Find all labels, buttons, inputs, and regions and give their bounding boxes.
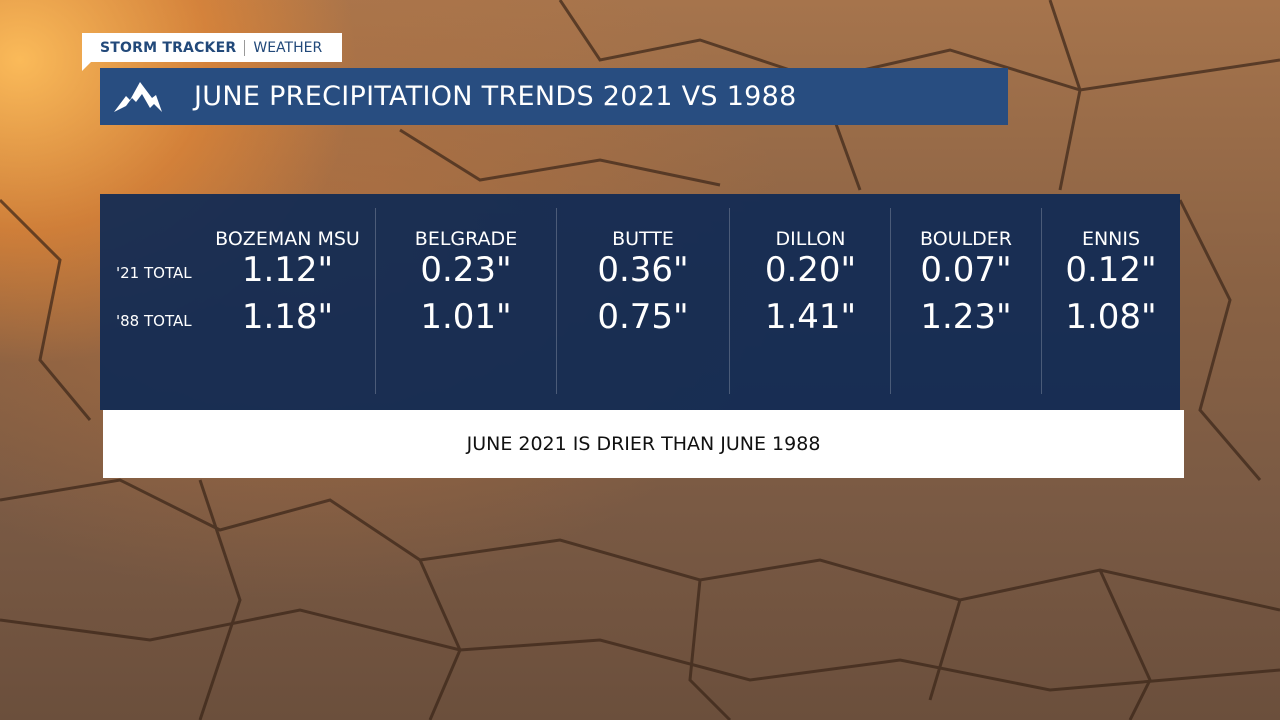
caption-bar: JUNE 2021 IS DRIER THAN JUNE 1988 [103,410,1184,478]
column-divider [556,208,557,394]
total-1988: 1.23" [920,297,1012,337]
total-2021: 1.12" [241,250,334,290]
total-1988: 1.41" [764,297,857,337]
total-1988: 1.08" [1065,297,1157,337]
station-column: BUTTE 0.36" 0.75" [557,194,729,410]
column-divider [375,208,376,394]
title-bar: JUNE PRECIPITATION TRENDS 2021 VS 1988 [100,68,1008,125]
column-divider [890,208,891,394]
total-2021: 0.12" [1065,250,1157,290]
station-logo-tab: STORM TRACKER WEATHER [82,33,342,71]
station-column: ENNIS 0.12" 1.08" [1042,194,1180,410]
row-label-1988: '88 TOTAL [116,312,192,330]
station-name: BOZEMAN MSU [215,228,360,250]
station-name: DILLON [775,228,846,250]
station-name: BOULDER [920,228,1012,250]
mountain-icon [114,81,162,112]
brand-name: STORM TRACKER [100,39,237,56]
station-name: BELGRADE [414,228,518,250]
total-1988: 0.75" [597,297,689,337]
station-column: BOULDER 0.07" 1.23" [891,194,1041,410]
station-column: BOZEMAN MSU 1.12" 1.18" [200,194,375,410]
column-divider [729,208,730,394]
row-label-2021: '21 TOTAL [116,264,192,282]
station-column: DILLON 0.20" 1.41" [730,194,891,410]
total-1988: 1.18" [241,297,334,337]
total-2021: 0.23" [420,250,512,290]
column-divider [1041,208,1042,394]
page-title: JUNE PRECIPITATION TRENDS 2021 VS 1988 [194,81,797,112]
station-name: ENNIS [1081,228,1141,250]
total-2021: 0.07" [920,250,1012,290]
section-name: WEATHER [253,39,323,56]
total-1988: 1.01" [420,297,512,337]
station-name: BUTTE [612,228,674,250]
total-2021: 0.36" [597,250,689,290]
precipitation-table: '21 TOTAL '88 TOTAL BOZEMAN MSU 1.12" 1.… [100,194,1180,410]
logo-divider [244,39,246,56]
station-column: BELGRADE 0.23" 1.01" [376,194,556,410]
total-2021: 0.20" [764,250,857,290]
